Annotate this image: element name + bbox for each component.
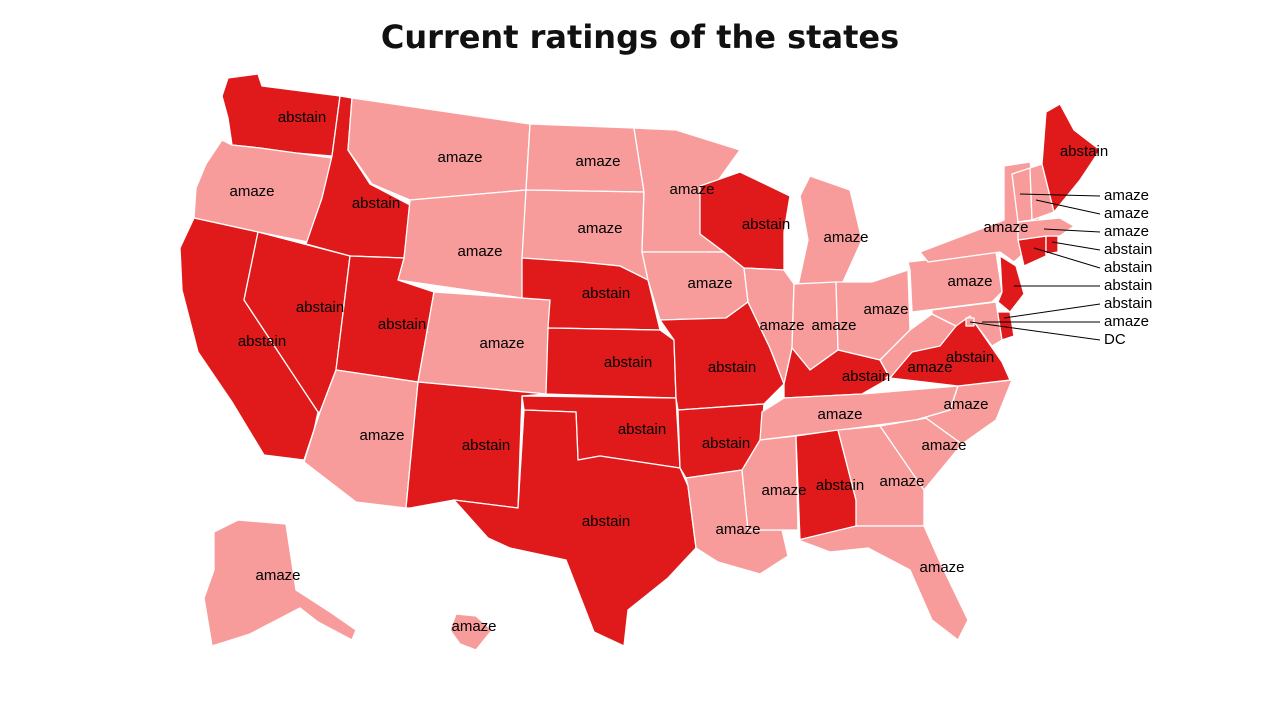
state-label-hi: amaze [451,618,496,635]
state-label-wi: abstain [742,216,790,233]
state-label-pa: amaze [947,273,992,290]
state-label-mt: amaze [437,149,482,166]
state-label-ak: amaze [255,567,300,584]
state-label-wv: amaze [907,359,952,376]
callout-label-nh: amaze [1104,205,1149,222]
state-label-az: amaze [359,427,404,444]
state-label-ks: abstain [604,354,652,371]
state-label-wy: amaze [457,243,502,260]
state-label-mi: amaze [823,229,868,246]
state-label-mo: abstain [708,359,756,376]
state-label-nd: amaze [575,153,620,170]
callout-label-dc: DC [1104,331,1126,348]
state-label-nc: amaze [943,396,988,413]
state-label-sd: amaze [577,220,622,237]
state-mo [659,301,785,411]
state-label-tn: amaze [817,406,862,423]
state-label-nv: abstain [296,299,344,316]
state-hi [449,613,493,651]
state-tx [453,409,697,647]
state-label-fl: amaze [919,559,964,576]
state-label-ut: abstain [378,316,426,333]
state-ct [1017,235,1047,267]
callout-label-ri: abstain [1104,241,1152,258]
state-md [931,301,1003,347]
state-nc [915,379,1013,445]
state-ri [1045,235,1059,255]
callout-label-md: amaze [1104,313,1149,330]
callout-leader-ct [1033,247,1101,269]
state-label-tx: abstain [582,513,630,530]
callout-label-ct: abstain [1104,259,1152,276]
state-label-sc: amaze [921,437,966,454]
state-label-al: abstain [816,477,864,494]
state-label-ky: abstain [842,368,890,385]
state-me [1041,103,1101,213]
state-label-la: amaze [715,521,760,538]
callout-label-nj: abstain [1104,277,1152,294]
state-label-oh: amaze [863,301,908,318]
callout-leader-nh [1035,199,1101,215]
state-label-me: abstain [1060,143,1108,160]
state-label-ms: amaze [761,482,806,499]
callout-leader-dc [969,321,1101,341]
state-label-ok: abstain [618,421,666,438]
state-label-ne: abstain [582,285,630,302]
state-label-wa: abstain [278,109,326,126]
state-wv [879,313,957,379]
state-label-mn: amaze [669,181,714,198]
state-label-ny: amaze [983,219,1028,236]
callout-leader-ri [1051,241,1101,251]
state-label-il: amaze [759,317,804,334]
state-wy [397,189,527,299]
state-label-va: abstain [946,349,994,366]
state-label-ga: amaze [879,473,924,490]
state-ms [741,435,799,531]
callout-leader-de [1003,303,1101,319]
callout-label-ma: amaze [1104,223,1149,240]
state-nj [997,255,1025,313]
state-label-id: abstain [352,195,400,212]
state-ak [203,519,357,647]
map-title: Current ratings of the states [380,18,900,56]
callout-leader-vt [1019,193,1101,197]
state-label-or: amaze [229,183,274,200]
callout-leader-ma [1043,228,1101,233]
state-label-nm: abstain [462,437,510,454]
state-label-ca: abstain [238,333,286,350]
state-label-in: amaze [811,317,856,334]
state-label-ar: abstain [702,435,750,452]
callout-label-vt: amaze [1104,187,1149,204]
state-fl [797,525,969,641]
callout-label-de: abstain [1104,295,1152,312]
state-label-co: amaze [479,335,524,352]
state-label-ia: amaze [687,275,732,292]
